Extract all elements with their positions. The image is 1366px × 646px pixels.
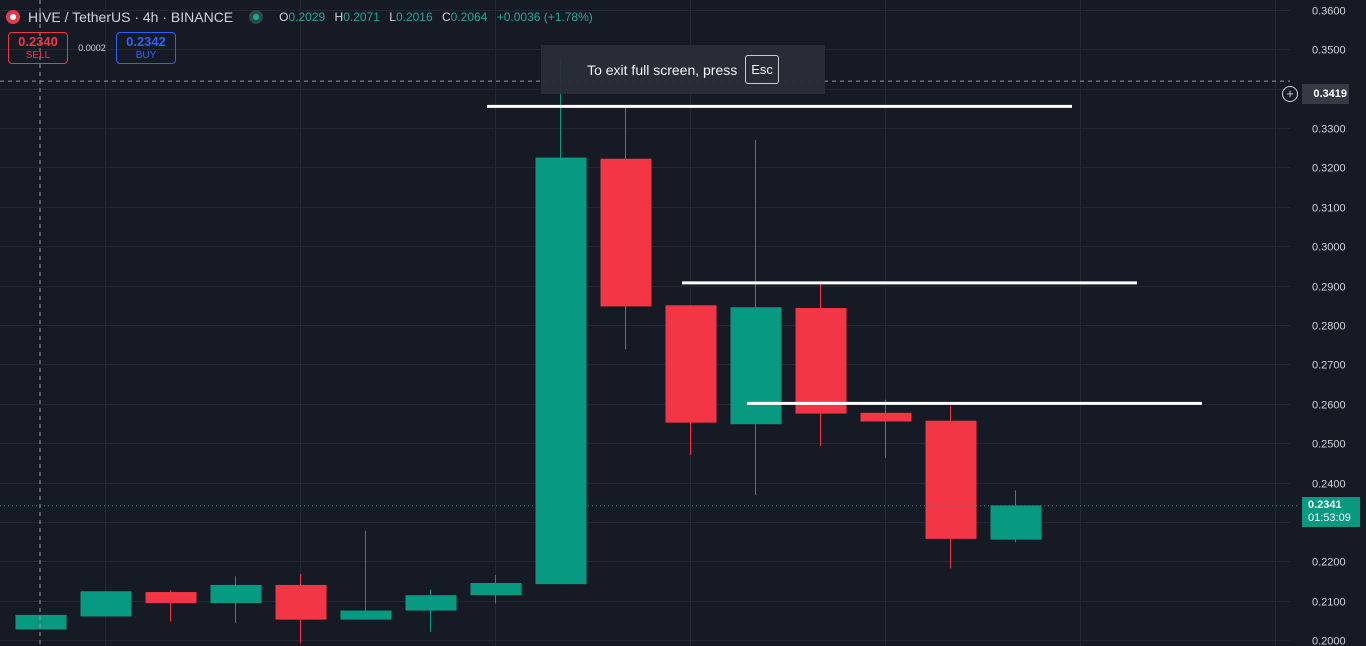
candle-body [145,592,197,604]
y-tick-label: 0.2500 [1312,439,1346,451]
y-tick-label: 0.2100 [1312,597,1346,609]
candle-body [15,614,67,630]
candle [990,490,1042,543]
candle-body [600,158,652,307]
y-tick-label: 0.3300 [1312,124,1346,136]
hive-logo-icon [6,10,20,24]
change-value: +0.0036 (+1.78%) [496,10,593,24]
ohlc-values: O0.2029 H0.2071 L0.2016 C0.2064 +0.0036 … [279,10,593,24]
y-tick-label: 0.2400 [1312,479,1346,491]
y-tick-label: 0.2200 [1312,557,1346,569]
candle [470,575,522,604]
add-plus-icon[interactable]: + [1282,86,1298,102]
y-tick-label: 0.3500 [1312,45,1346,57]
sell-button[interactable]: 0.2340 SELL [8,32,68,64]
candle-body [730,307,782,425]
candle [795,284,847,446]
candle-body [275,584,327,620]
y-tick-label: 0.2800 [1312,321,1346,333]
bar-countdown: 01:53:09 [1308,512,1351,524]
candle-body [990,505,1042,540]
buy-button[interactable]: 0.2342 BUY [116,32,176,64]
candle [600,106,652,350]
candles [15,59,1042,644]
candle-body [80,591,132,617]
candle [665,305,717,455]
candle [925,405,977,569]
y-tick-label: 0.2600 [1312,400,1346,412]
y-tick-label: 0.3200 [1312,163,1346,175]
candle-body [405,595,457,611]
candle [405,589,457,632]
candle-body [470,582,522,596]
candle [860,399,912,459]
drawn-horizontal-lines [487,104,1202,405]
spread-value: 0.0002 [78,43,106,53]
current-price-label: 0.2341 01:53:09 [1302,497,1360,527]
candle [145,590,197,622]
y-tick-label: 0.2900 [1312,282,1346,294]
crosshair-price-label: 0.3419 [1302,84,1349,104]
candle [80,591,132,617]
candle-body [340,610,392,620]
y-tick-label: 0.2000 [1312,636,1346,646]
candle [535,59,587,585]
y-tick-label: 0.2700 [1312,360,1346,372]
symbol-title[interactable]: HIVE / TetherUS · 4h · BINANCE [28,9,234,25]
candle [340,530,392,620]
candle [275,573,327,644]
candle-body [925,420,977,539]
candle-body [860,412,912,422]
candle-body [795,308,847,414]
candle-body [665,305,717,423]
candle-body [535,157,587,585]
candle [210,576,262,623]
toast-text: To exit full screen, press [587,61,738,78]
esc-key-badge: Esc [745,55,779,84]
symbol-legend: HIVE / TetherUS · 4h · BINANCE O0.2029 H… [6,8,599,26]
y-tick-label: 0.3100 [1312,203,1346,215]
candle [730,139,782,496]
trade-buttons: 0.2340 SELL 0.0002 0.2342 BUY [8,32,176,64]
y-tick-label: 0.3000 [1312,242,1346,254]
chart-grid [0,0,1290,646]
candle [15,614,67,630]
fullscreen-toast: To exit full screen, press Esc [541,45,825,94]
candle-body [210,584,262,604]
y-tick-label: 0.3600 [1312,6,1346,18]
market-status-icon[interactable] [249,10,264,24]
